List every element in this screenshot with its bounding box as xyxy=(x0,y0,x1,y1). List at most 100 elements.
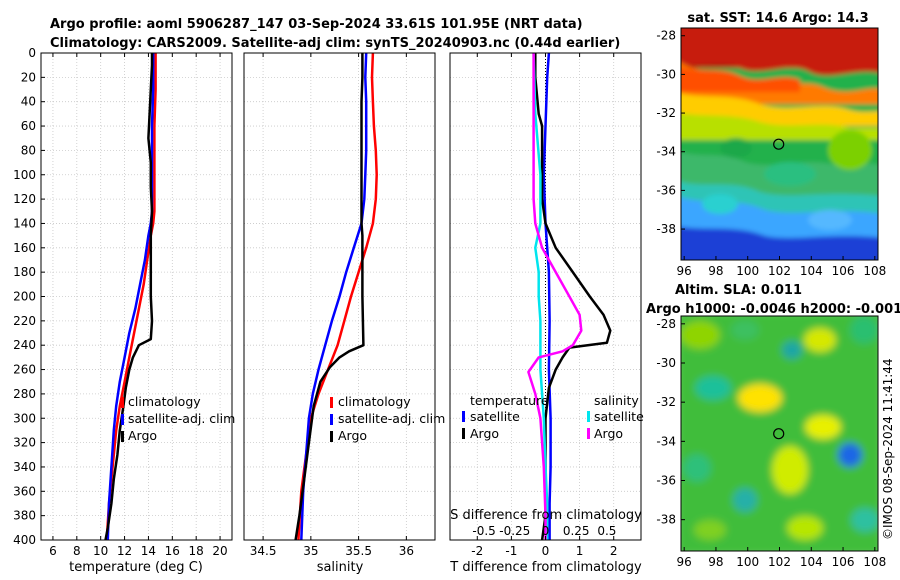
legend-label-t-argo: Argo xyxy=(470,426,499,441)
x-tick-label: 1 xyxy=(576,544,584,558)
legend-swatch-satellite xyxy=(121,414,124,425)
y-tick-label: 180 xyxy=(13,265,36,279)
legend-swatch-s-argo xyxy=(587,428,590,439)
lat-tick-label: -36 xyxy=(656,474,676,488)
series-line-satellite-adj-clim xyxy=(300,53,368,540)
x-tick-label: 20 xyxy=(212,544,227,558)
series-line-argo xyxy=(104,53,154,540)
lon-tick-label: 106 xyxy=(832,264,855,278)
x-tick-label: 34.5 xyxy=(250,544,277,558)
legend-swatch-t-argo xyxy=(462,428,465,439)
y-tick-label: 0 xyxy=(28,46,36,60)
temperature-legend: climatology satellite-adj. clim Argo xyxy=(121,394,235,443)
y-tick-label: 400 xyxy=(13,533,36,547)
x-tick-label: -1 xyxy=(505,544,517,558)
y-tick-label: 200 xyxy=(13,290,36,304)
y-tick-label: 60 xyxy=(21,119,36,133)
legend-label-satellite: satellite-adj. clim xyxy=(128,411,235,426)
x-tick-label: 35.5 xyxy=(345,544,372,558)
lon-tick-label: 98 xyxy=(708,264,723,278)
sla-heatmap xyxy=(681,316,878,551)
sst-map-title: sat. SST: 14.6 Argo: 14.3 xyxy=(687,11,868,26)
x-tick-label: 0 xyxy=(542,544,550,558)
salinity-legend: climatology satellite-adj. clim Argo xyxy=(330,394,445,443)
header-line-2: Climatology: CARS2009. Satellite-adj cli… xyxy=(50,36,620,51)
difference-series xyxy=(527,53,612,540)
lat-tick-label: -34 xyxy=(656,434,676,448)
y-tick-label: 380 xyxy=(13,509,36,523)
s-tick-label: -0.25 xyxy=(499,524,530,538)
salinity-axes-frame xyxy=(243,52,436,541)
lat-tick-label: -36 xyxy=(656,183,676,197)
x-tick-label: 10 xyxy=(93,544,108,558)
legend-swatch-argo xyxy=(330,431,333,442)
lon-tick-label: 108 xyxy=(863,555,886,569)
y-tick-label: 220 xyxy=(13,314,36,328)
lat-tick-label: -28 xyxy=(656,29,676,43)
legend-label-s-argo: Argo xyxy=(594,426,623,441)
sla-argo-location-marker xyxy=(773,428,785,440)
salinity-x-label: salinity xyxy=(317,560,364,575)
s-tick-label: -0.5 xyxy=(472,524,495,538)
y-tick-label: 20 xyxy=(21,70,36,84)
series-line-s-argo xyxy=(527,53,583,540)
y-tick-label: 120 xyxy=(13,192,36,206)
lon-tick-label: 100 xyxy=(736,555,759,569)
x-tick-label: -2 xyxy=(471,544,483,558)
legend-swatch-climatology xyxy=(330,397,333,408)
series-line-t-argo xyxy=(534,53,612,540)
lat-tick-label: -32 xyxy=(656,106,676,120)
lon-tick-label: 108 xyxy=(863,264,886,278)
temperature-difference-label: T difference from climatology xyxy=(449,560,642,575)
lat-tick-label: -30 xyxy=(656,356,676,370)
x-tick-label: 14 xyxy=(141,544,156,558)
imos-stamp: ©IMOS 08-Sep-2024 11:41:44 xyxy=(881,358,895,540)
s-tick-label: 0.25 xyxy=(563,524,590,538)
y-tick-label: 80 xyxy=(21,143,36,157)
lat-tick-label: -30 xyxy=(656,67,676,81)
sst-latitude-ticks: -38 -36 -34 -32 -30 -28 xyxy=(656,29,685,236)
s-tick-label: 0.5 xyxy=(597,524,616,538)
legend-label-t-satellite: satellite xyxy=(470,409,520,424)
lon-tick-label: 102 xyxy=(768,264,791,278)
x-tick-label: 12 xyxy=(117,544,132,558)
lat-tick-label: -32 xyxy=(656,395,676,409)
sst-argo-location-marker xyxy=(773,138,785,150)
x-tick-label: 6 xyxy=(49,544,57,558)
y-tick-label: 160 xyxy=(13,241,36,255)
y-tick-label: 360 xyxy=(13,484,36,498)
lat-tick-label: -38 xyxy=(656,222,676,236)
sla-longitude-ticks: 96 98 100 102 104 106 108 xyxy=(677,547,886,569)
depth-tick-labels: 0 20 40 60 80 100 120 140 160 180 200 220 240 260 280 3… xyxy=(13,46,45,547)
salinity-difference-label: S difference from climatology xyxy=(450,508,642,523)
x-tick-label: 16 xyxy=(165,544,180,558)
salinity-x-ticks: 34.5 35 35.5 36 xyxy=(250,53,414,558)
sst-heatmap xyxy=(681,28,878,260)
legend-heading-temperature: temperature xyxy=(470,393,549,408)
y-tick-label: 240 xyxy=(13,338,36,352)
legend-swatch-argo xyxy=(121,431,124,442)
x-tick-label: 8 xyxy=(73,544,81,558)
lon-tick-label: 106 xyxy=(832,555,855,569)
difference-x-ticks: -2 -1 0 1 2 xyxy=(471,53,618,558)
lat-tick-label: -38 xyxy=(656,513,676,527)
y-tick-label: 100 xyxy=(13,168,36,182)
y-tick-label: 320 xyxy=(13,436,36,450)
lat-tick-label: -28 xyxy=(656,317,676,331)
y-tick-label: 340 xyxy=(13,460,36,474)
lat-tick-label: -34 xyxy=(656,145,676,159)
y-tick-label: 40 xyxy=(21,95,36,109)
salinity-difference-ticks: -0.5 -0.25 0 0.25 0.5 xyxy=(472,524,616,538)
sla-map-title: Altim. SLA: 0.011 xyxy=(675,283,802,298)
legend-swatch-s-satellite xyxy=(587,411,590,422)
x-tick-label: 18 xyxy=(189,544,204,558)
x-tick-label: 36 xyxy=(399,544,414,558)
temperature-x-ticks: 6 8 10 12 14 16 18 20 xyxy=(49,53,228,558)
legend-label-climatology: climatology xyxy=(128,394,201,409)
series-line-s-satellite xyxy=(532,53,549,540)
lon-tick-label: 96 xyxy=(677,555,692,569)
y-tick-label: 300 xyxy=(13,411,36,425)
legend-swatch-satellite xyxy=(330,414,333,425)
series-line-t-satellite xyxy=(542,53,552,540)
